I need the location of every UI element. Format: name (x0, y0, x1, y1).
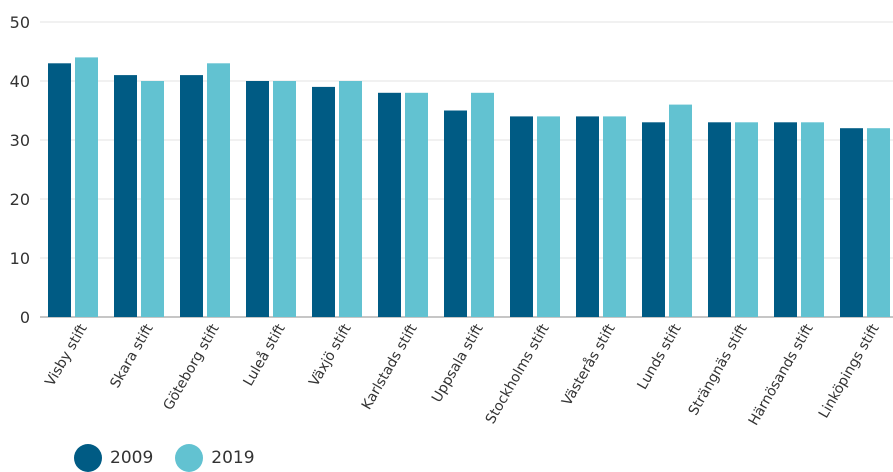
bar-2019-3[interactable] (207, 63, 230, 317)
x-tick-label: Göteborg stift (161, 321, 223, 413)
bar-2009-9[interactable] (576, 116, 599, 318)
x-tick-label: Växjö stift (306, 321, 355, 389)
bar-2009-2[interactable] (114, 75, 137, 317)
x-tick-label: Luleå stift (240, 321, 289, 390)
y-axis-ticks: 0 10 20 30 40 50 (10, 13, 30, 327)
x-tick-label: Uppsala stift (429, 321, 487, 405)
bar-2009-7[interactable] (444, 110, 467, 318)
bar-2019-7[interactable] (471, 92, 494, 317)
bar-2009-4[interactable] (246, 81, 269, 317)
x-tick-label: Lunds stift (634, 321, 684, 392)
legend-item-2019[interactable]: 2019 (175, 444, 255, 472)
bar-2019-10[interactable] (669, 104, 692, 317)
bar-2019-11[interactable] (735, 122, 758, 317)
bar-chart: 0 10 20 30 40 50 Visby stift Skara stift Götebo… (10, 13, 893, 429)
x-tick-label: Stockholms stift (483, 321, 553, 427)
bar-2009-3[interactable] (180, 75, 203, 317)
legend-swatch-2019 (175, 444, 204, 472)
x-tick-label: Skara stift (107, 321, 157, 391)
legend-label-2009: 2009 (110, 448, 154, 468)
bar-2009-12[interactable] (774, 122, 797, 317)
y-tick-label: 30 (10, 131, 30, 150)
x-tick-label: Karlstads stift (359, 321, 421, 413)
legend-item-2009[interactable]: 2009 (74, 444, 153, 472)
legend-swatch-2009 (74, 444, 102, 472)
x-tick-label: Visby stift (42, 321, 91, 389)
y-tick-label: 50 (10, 13, 30, 32)
x-tick-label: Linköpings stift (816, 321, 883, 421)
y-tick-label: 40 (10, 72, 30, 91)
bar-2009-1[interactable] (48, 63, 71, 317)
y-tick-label: 10 (10, 249, 30, 268)
bar-2009-11[interactable] (708, 122, 731, 317)
bar-2009-6[interactable] (378, 92, 401, 317)
bar-2019-13[interactable] (867, 128, 890, 317)
bar-2019-9[interactable] (603, 116, 626, 318)
bar-2019-2[interactable] (141, 81, 164, 317)
bar-2019-1[interactable] (75, 57, 98, 318)
bar-2019-8[interactable] (537, 116, 560, 318)
x-tick-label: Härnösands stift (746, 321, 817, 428)
bar-2019-6[interactable] (405, 92, 428, 317)
x-axis-labels: Visby stift Skara stift Göteborg stift Lule… (42, 321, 883, 429)
bar-2019-4[interactable] (273, 81, 296, 317)
bars (48, 57, 890, 318)
x-tick-label: Strängnäs stift (686, 321, 751, 418)
legend: 2009 2019 (74, 444, 277, 472)
legend-label-2019: 2019 (211, 448, 255, 468)
bar-2009-5[interactable] (312, 86, 335, 318)
x-tick-label: Västerås stift (558, 321, 619, 409)
bar-2019-5[interactable] (339, 81, 362, 317)
y-tick-label: 0 (20, 308, 30, 327)
bar-2009-13[interactable] (840, 128, 863, 317)
bar-2009-10[interactable] (642, 122, 665, 317)
bar-2009-8[interactable] (510, 116, 533, 318)
y-tick-label: 20 (10, 190, 30, 209)
bar-2019-12[interactable] (801, 122, 824, 317)
